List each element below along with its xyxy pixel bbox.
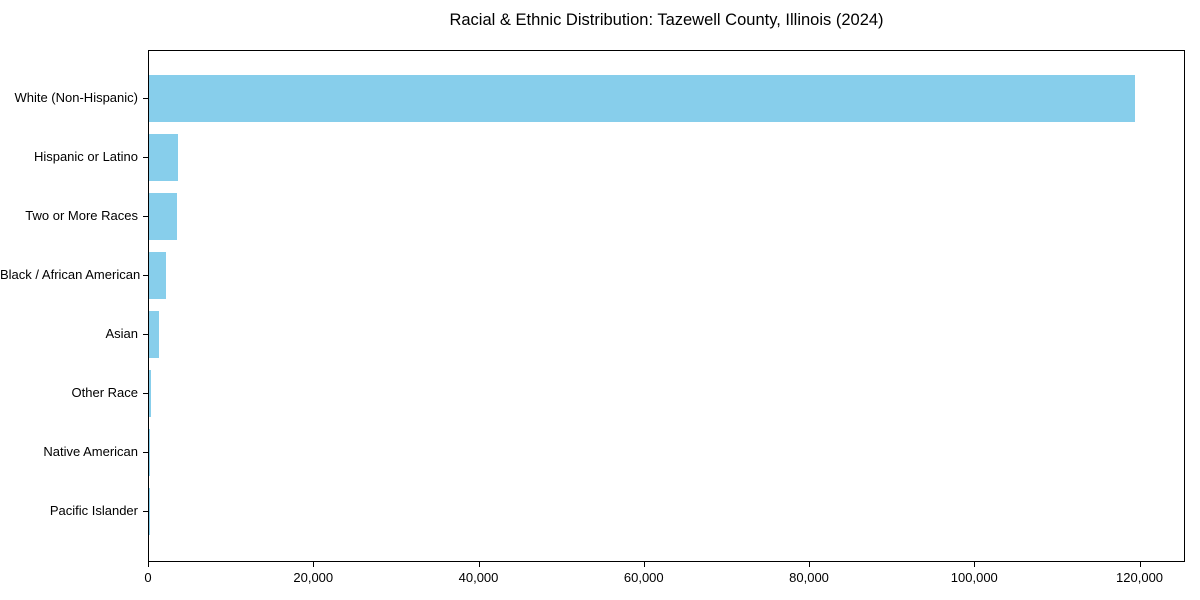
y-tick-mark xyxy=(143,451,148,453)
x-tick-mark xyxy=(643,562,645,567)
x-tick-label: 80,000 xyxy=(789,570,829,585)
x-tick-mark xyxy=(478,562,480,567)
bar xyxy=(149,311,160,358)
bar xyxy=(149,252,167,299)
bar xyxy=(149,193,178,240)
x-tick-label: 120,000 xyxy=(1116,570,1164,585)
x-tick-mark xyxy=(313,562,315,567)
y-tick-label: Black / African American xyxy=(0,266,141,282)
y-tick-mark xyxy=(143,215,148,217)
y-tick-label: Asian xyxy=(105,325,138,341)
x-tick-label: 60,000 xyxy=(623,570,664,585)
x-tick-label: 40,000 xyxy=(458,570,499,585)
bar xyxy=(149,75,1136,122)
bar xyxy=(149,134,178,181)
x-tick-label: 0 xyxy=(144,570,152,585)
plot-area xyxy=(148,50,1185,562)
y-tick-label: Hispanic or Latino xyxy=(33,148,138,164)
y-tick-mark xyxy=(143,156,148,158)
y-tick-label: Pacific Islander xyxy=(49,502,138,518)
x-tick-mark xyxy=(1139,562,1141,567)
y-tick-label: White (Non-Hispanic) xyxy=(14,89,138,105)
y-tick-mark xyxy=(143,333,148,335)
x-tick-mark xyxy=(148,562,149,567)
y-tick-label: Other Race xyxy=(71,384,138,400)
x-tick-label: 20,000 xyxy=(293,570,334,585)
x-tick-mark xyxy=(809,562,811,567)
chart-title: Racial & Ethnic Distribution: Tazewell C… xyxy=(449,11,884,29)
bar xyxy=(149,370,151,417)
y-tick-label: Native American xyxy=(43,443,138,459)
y-tick-mark xyxy=(143,97,148,99)
y-tick-mark xyxy=(143,392,148,394)
x-tick-label: 100,000 xyxy=(950,570,998,585)
bar xyxy=(149,429,151,476)
y-tick-mark xyxy=(143,510,148,512)
y-tick-label: Two or More Races xyxy=(25,207,138,223)
x-tick-mark xyxy=(974,562,976,567)
y-tick-mark xyxy=(143,274,148,276)
